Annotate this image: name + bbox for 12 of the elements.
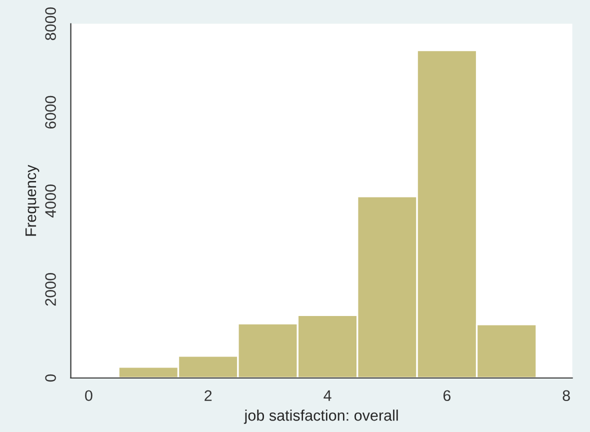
x-tick-label: 4 <box>324 390 332 401</box>
y-tick-label: 2000 <box>45 273 56 306</box>
y-tick-label: 0 <box>45 374 56 382</box>
x-tick-label: 8 <box>562 390 570 402</box>
x-tick-label: 6 <box>443 390 450 402</box>
y-tick-label: 4000 <box>45 184 56 218</box>
x-tick-label: 0 <box>85 390 92 402</box>
x-axis-title: job satisfaction: overall <box>244 410 398 424</box>
y-axis-title: Frequency <box>26 164 40 236</box>
y-tick-label: 6000 <box>45 96 56 129</box>
y-tick-label: 8000 <box>45 7 56 40</box>
x-tick-label: 2 <box>204 390 212 401</box>
